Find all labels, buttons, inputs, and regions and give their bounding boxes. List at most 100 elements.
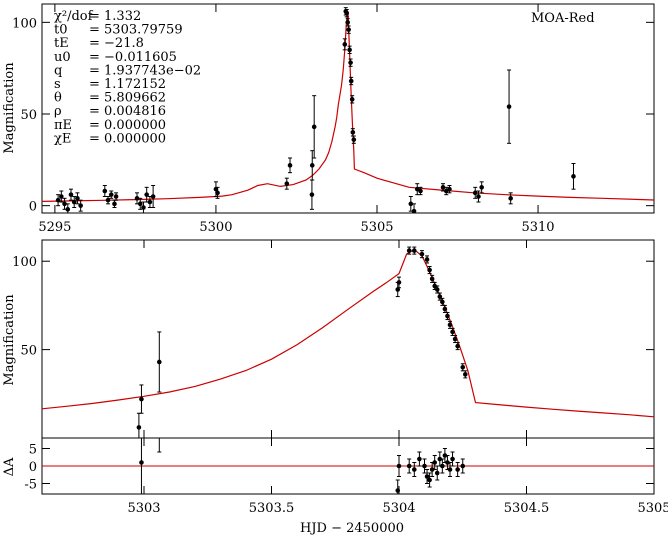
data-point bbox=[419, 251, 425, 257]
xlabel: HJD − 2450000 bbox=[300, 521, 404, 536]
param-value: = 1.172152 bbox=[89, 77, 166, 92]
data-point bbox=[460, 463, 466, 469]
data-point bbox=[62, 201, 67, 207]
x-tick-label: 5303.5 bbox=[249, 501, 295, 516]
data-point bbox=[406, 248, 412, 253]
param-value: = 0.000000 bbox=[89, 131, 166, 146]
zoom-series: 50 100 bbox=[12, 240, 655, 439]
data-point bbox=[460, 364, 466, 370]
data-point bbox=[78, 203, 83, 208]
data-point bbox=[427, 267, 432, 273]
data-point bbox=[412, 248, 417, 253]
param-name: χE bbox=[54, 131, 71, 146]
data-point bbox=[432, 460, 438, 465]
param-name: χ²/dof bbox=[54, 9, 94, 24]
data-point bbox=[411, 208, 417, 214]
residual-series: 5303 5303.5 5304 5304.5 5305 -5 0 5 bbox=[24, 437, 668, 516]
data-point bbox=[440, 463, 445, 469]
data-point bbox=[137, 201, 143, 207]
x-tick-label: 5295 bbox=[38, 220, 71, 235]
data-point bbox=[447, 322, 453, 328]
data-point bbox=[139, 460, 144, 465]
param-name: q bbox=[54, 63, 62, 78]
x-tick-label: 5305 bbox=[637, 501, 668, 516]
x-tick-label: 5304.5 bbox=[504, 501, 550, 516]
data-point bbox=[309, 163, 315, 168]
data-point bbox=[508, 196, 513, 201]
data-point bbox=[395, 488, 401, 493]
x-tick-label: 5305 bbox=[360, 220, 393, 235]
param-name: πE bbox=[54, 118, 72, 133]
dataset-label: MOA-Red bbox=[531, 11, 595, 26]
fit-parameters: χ²/dof= 1.332 t0 = 5303.79759 tE = −21.8 u0 = … bbox=[54, 9, 201, 146]
data-point bbox=[347, 47, 352, 53]
data-point bbox=[442, 453, 448, 458]
data-point bbox=[437, 294, 443, 299]
data-point bbox=[396, 463, 402, 469]
data-point bbox=[348, 78, 354, 84]
param-value: = −0.011605 bbox=[89, 50, 177, 65]
data-point bbox=[455, 467, 460, 472]
overview-frame bbox=[41, 3, 655, 214]
param-value: = −21.8 bbox=[89, 36, 144, 51]
data-point bbox=[452, 336, 458, 342]
data-point bbox=[445, 460, 450, 465]
param-name: ρ bbox=[54, 104, 62, 119]
y-tick-label: 5 bbox=[29, 443, 37, 458]
data-point bbox=[349, 97, 355, 102]
data-point bbox=[472, 190, 478, 196]
ylabel-mid: Magnification bbox=[2, 294, 17, 386]
y-tick-label: 50 bbox=[20, 344, 37, 359]
param-name: tE bbox=[54, 36, 69, 51]
data-point bbox=[408, 201, 414, 207]
data-point bbox=[346, 27, 351, 32]
data-point bbox=[147, 199, 153, 205]
data-point bbox=[68, 192, 74, 197]
data-point bbox=[71, 199, 77, 205]
data-point bbox=[344, 10, 350, 16]
overview-series: 5295 5300 5305 5310 0 50 100 bbox=[12, 4, 655, 235]
data-point bbox=[396, 280, 402, 285]
data-point bbox=[429, 276, 435, 282]
data-point bbox=[450, 456, 455, 462]
data-point bbox=[429, 467, 435, 472]
data-point bbox=[150, 194, 156, 199]
data-point bbox=[65, 207, 71, 212]
data-point bbox=[75, 196, 80, 201]
data-point bbox=[348, 60, 353, 65]
x-tick-label: 5300 bbox=[199, 220, 232, 235]
y-tick-label: 100 bbox=[12, 255, 37, 270]
data-point bbox=[424, 257, 430, 262]
param-value: = 5.809662 bbox=[89, 91, 166, 106]
data-point bbox=[442, 306, 448, 312]
data-point bbox=[450, 329, 455, 335]
model-curve bbox=[41, 248, 655, 418]
data-point bbox=[406, 463, 412, 469]
param-value: = 1.937743e−02 bbox=[89, 63, 201, 78]
data-point bbox=[440, 299, 445, 305]
y-tick-label: 0 bbox=[29, 200, 37, 215]
y-tick-label: 100 bbox=[12, 16, 37, 31]
residual-panel: 5303 5303.5 5304 5304.5 5305 -5 0 5 ΔA bbox=[2, 437, 668, 516]
zoom-panel: 50 100 Magnification bbox=[2, 239, 655, 439]
data-point bbox=[432, 283, 438, 289]
x-tick-label: 5310 bbox=[521, 220, 554, 235]
data-point bbox=[215, 190, 220, 196]
data-point bbox=[455, 343, 460, 349]
data-point bbox=[108, 192, 114, 197]
data-point bbox=[287, 163, 293, 168]
data-point bbox=[571, 174, 576, 179]
data-point bbox=[417, 456, 422, 462]
data-point bbox=[144, 192, 149, 197]
data-point bbox=[350, 130, 356, 135]
data-point bbox=[134, 196, 140, 201]
y-tick-label: 50 bbox=[20, 108, 37, 123]
model-curve bbox=[41, 11, 655, 202]
x-tick-label: 5304 bbox=[382, 501, 415, 516]
overview-panel: 5295 5300 5305 5310 0 50 100 MOA-Red χ²/dof = 1… bbox=[2, 3, 655, 235]
param-name: u0 bbox=[54, 50, 71, 65]
data-point bbox=[345, 20, 350, 25]
data-point bbox=[157, 359, 162, 365]
zoom-frame bbox=[41, 239, 655, 439]
